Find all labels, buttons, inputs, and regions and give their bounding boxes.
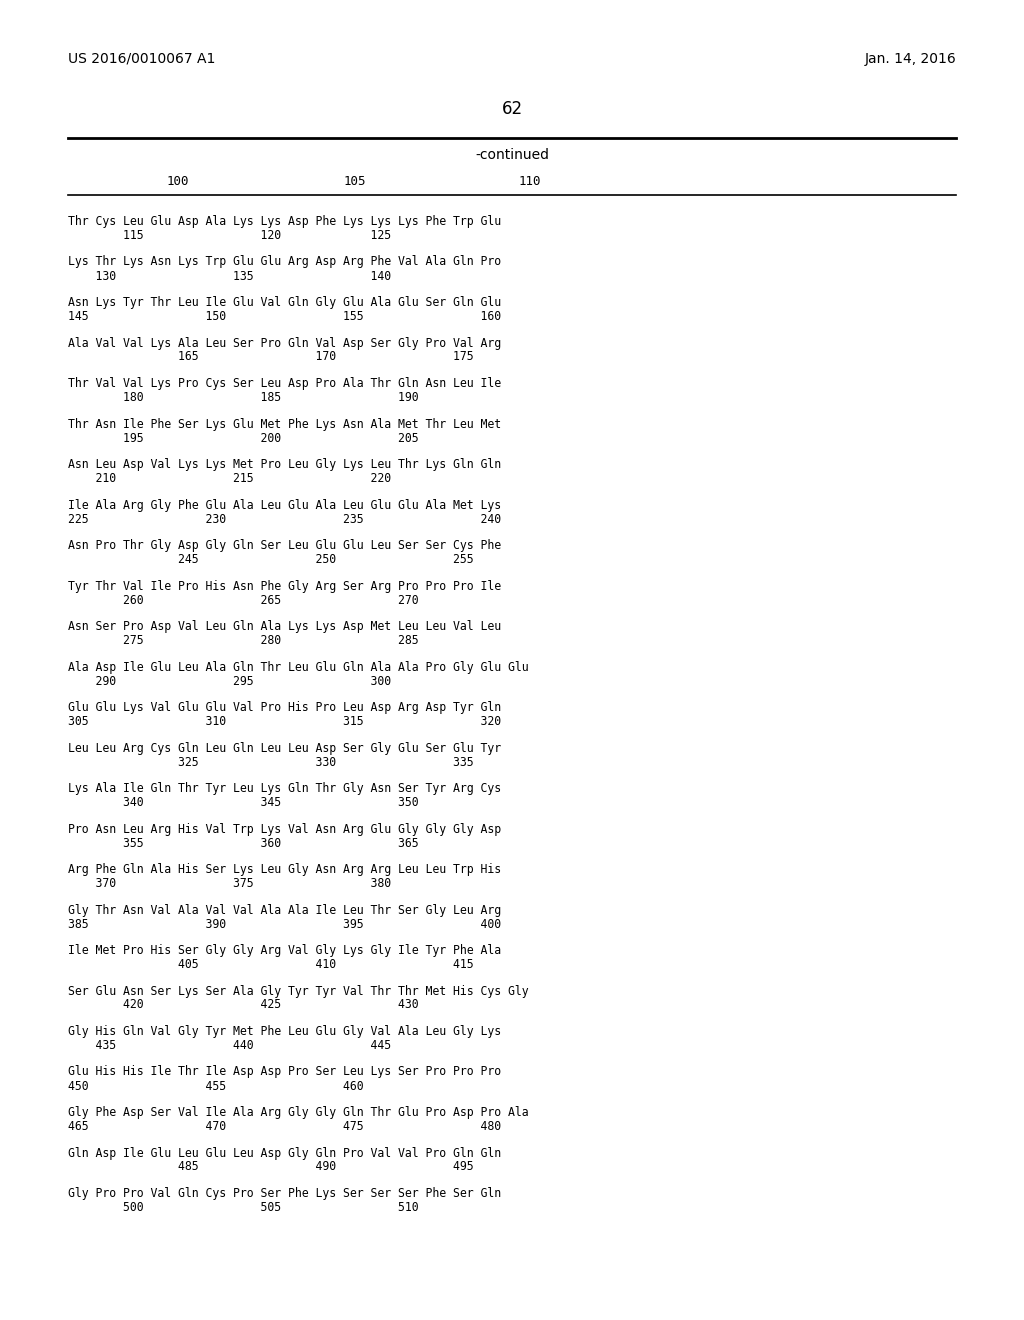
Text: 100: 100: [167, 176, 189, 187]
Text: 195                 200                 205: 195 200 205: [68, 432, 419, 445]
Text: Asn Lys Tyr Thr Leu Ile Glu Val Gln Gly Glu Ala Glu Ser Gln Glu: Asn Lys Tyr Thr Leu Ile Glu Val Gln Gly …: [68, 296, 501, 309]
Text: 62: 62: [502, 100, 522, 117]
Text: 110: 110: [519, 176, 542, 187]
Text: 165                 170                 175: 165 170 175: [68, 351, 474, 363]
Text: 465                 470                 475                 480: 465 470 475 480: [68, 1119, 501, 1133]
Text: US 2016/0010067 A1: US 2016/0010067 A1: [68, 51, 215, 66]
Text: Thr Cys Leu Glu Asp Ala Lys Lys Asp Phe Lys Lys Lys Phe Trp Glu: Thr Cys Leu Glu Asp Ala Lys Lys Asp Phe …: [68, 215, 501, 228]
Text: Asn Ser Pro Asp Val Leu Gln Ala Lys Lys Asp Met Leu Leu Val Leu: Asn Ser Pro Asp Val Leu Gln Ala Lys Lys …: [68, 620, 501, 634]
Text: 260                 265                 270: 260 265 270: [68, 594, 419, 606]
Text: 305                 310                 315                 320: 305 310 315 320: [68, 715, 501, 729]
Text: Arg Phe Gln Ala His Ser Lys Leu Gly Asn Arg Arg Leu Leu Trp His: Arg Phe Gln Ala His Ser Lys Leu Gly Asn …: [68, 863, 501, 876]
Text: 225                 230                 235                 240: 225 230 235 240: [68, 512, 501, 525]
Text: 245                 250                 255: 245 250 255: [68, 553, 474, 566]
Text: Asn Pro Thr Gly Asp Gly Gln Ser Leu Glu Glu Leu Ser Ser Cys Phe: Asn Pro Thr Gly Asp Gly Gln Ser Leu Glu …: [68, 539, 501, 552]
Text: 485                 490                 495: 485 490 495: [68, 1160, 474, 1173]
Text: 370                 375                 380: 370 375 380: [68, 876, 391, 890]
Text: -continued: -continued: [475, 148, 549, 162]
Text: Ser Glu Asn Ser Lys Ser Ala Gly Tyr Tyr Val Thr Thr Met His Cys Gly: Ser Glu Asn Ser Lys Ser Ala Gly Tyr Tyr …: [68, 985, 528, 998]
Text: Ala Asp Ile Glu Leu Ala Gln Thr Leu Glu Gln Ala Ala Pro Gly Glu Glu: Ala Asp Ile Glu Leu Ala Gln Thr Leu Glu …: [68, 660, 528, 673]
Text: 290                 295                 300: 290 295 300: [68, 675, 391, 688]
Text: 325                 330                 335: 325 330 335: [68, 755, 474, 768]
Text: 385                 390                 395                 400: 385 390 395 400: [68, 917, 501, 931]
Text: Lys Ala Ile Gln Thr Tyr Leu Lys Gln Thr Gly Asn Ser Tyr Arg Cys: Lys Ala Ile Gln Thr Tyr Leu Lys Gln Thr …: [68, 781, 501, 795]
Text: 130                 135                 140: 130 135 140: [68, 269, 391, 282]
Text: 340                 345                 350: 340 345 350: [68, 796, 419, 809]
Text: 180                 185                 190: 180 185 190: [68, 391, 419, 404]
Text: 435                 440                 445: 435 440 445: [68, 1039, 391, 1052]
Text: 405                 410                 415: 405 410 415: [68, 958, 474, 972]
Text: Glu His His Ile Thr Ile Asp Asp Pro Ser Leu Lys Ser Pro Pro Pro: Glu His His Ile Thr Ile Asp Asp Pro Ser …: [68, 1065, 501, 1078]
Text: Pro Asn Leu Arg His Val Trp Lys Val Asn Arg Glu Gly Gly Gly Asp: Pro Asn Leu Arg His Val Trp Lys Val Asn …: [68, 822, 501, 836]
Text: Gly Pro Pro Val Gln Cys Pro Ser Phe Lys Ser Ser Ser Phe Ser Gln: Gly Pro Pro Val Gln Cys Pro Ser Phe Lys …: [68, 1187, 501, 1200]
Text: Gln Asp Ile Glu Leu Glu Leu Asp Gly Gln Pro Val Val Pro Gln Gln: Gln Asp Ile Glu Leu Glu Leu Asp Gly Gln …: [68, 1147, 501, 1159]
Text: 355                 360                 365: 355 360 365: [68, 837, 419, 850]
Text: Thr Asn Ile Phe Ser Lys Glu Met Phe Lys Asn Ala Met Thr Leu Met: Thr Asn Ile Phe Ser Lys Glu Met Phe Lys …: [68, 417, 501, 430]
Text: 275                 280                 285: 275 280 285: [68, 634, 419, 647]
Text: Lys Thr Lys Asn Lys Trp Glu Glu Arg Asp Arg Phe Val Ala Gln Pro: Lys Thr Lys Asn Lys Trp Glu Glu Arg Asp …: [68, 256, 501, 268]
Text: Gly His Gln Val Gly Tyr Met Phe Leu Glu Gly Val Ala Leu Gly Lys: Gly His Gln Val Gly Tyr Met Phe Leu Glu …: [68, 1026, 501, 1038]
Text: Tyr Thr Val Ile Pro His Asn Phe Gly Arg Ser Arg Pro Pro Pro Ile: Tyr Thr Val Ile Pro His Asn Phe Gly Arg …: [68, 579, 501, 593]
Text: 420                 425                 430: 420 425 430: [68, 998, 419, 1011]
Text: Ala Val Val Lys Ala Leu Ser Pro Gln Val Asp Ser Gly Pro Val Arg: Ala Val Val Lys Ala Leu Ser Pro Gln Val …: [68, 337, 501, 350]
Text: 105: 105: [344, 176, 367, 187]
Text: Ile Ala Arg Gly Phe Glu Ala Leu Glu Ala Leu Glu Glu Ala Met Lys: Ile Ala Arg Gly Phe Glu Ala Leu Glu Ala …: [68, 499, 501, 511]
Text: Asn Leu Asp Val Lys Lys Met Pro Leu Gly Lys Leu Thr Lys Gln Gln: Asn Leu Asp Val Lys Lys Met Pro Leu Gly …: [68, 458, 501, 471]
Text: Gly Phe Asp Ser Val Ile Ala Arg Gly Gly Gln Thr Glu Pro Asp Pro Ala: Gly Phe Asp Ser Val Ile Ala Arg Gly Gly …: [68, 1106, 528, 1119]
Text: 450                 455                 460: 450 455 460: [68, 1080, 364, 1093]
Text: 210                 215                 220: 210 215 220: [68, 473, 391, 484]
Text: 145                 150                 155                 160: 145 150 155 160: [68, 310, 501, 323]
Text: Jan. 14, 2016: Jan. 14, 2016: [864, 51, 956, 66]
Text: Glu Glu Lys Val Glu Glu Val Pro His Pro Leu Asp Arg Asp Tyr Gln: Glu Glu Lys Val Glu Glu Val Pro His Pro …: [68, 701, 501, 714]
Text: Leu Leu Arg Cys Gln Leu Gln Leu Leu Asp Ser Gly Glu Ser Glu Tyr: Leu Leu Arg Cys Gln Leu Gln Leu Leu Asp …: [68, 742, 501, 755]
Text: 115                 120             125: 115 120 125: [68, 228, 391, 242]
Text: Gly Thr Asn Val Ala Val Val Ala Ala Ile Leu Thr Ser Gly Leu Arg: Gly Thr Asn Val Ala Val Val Ala Ala Ile …: [68, 903, 501, 916]
Text: Ile Met Pro His Ser Gly Gly Arg Val Gly Lys Gly Ile Tyr Phe Ala: Ile Met Pro His Ser Gly Gly Arg Val Gly …: [68, 944, 501, 957]
Text: 500                 505                 510: 500 505 510: [68, 1201, 419, 1214]
Text: Thr Val Val Lys Pro Cys Ser Leu Asp Pro Ala Thr Gln Asn Leu Ile: Thr Val Val Lys Pro Cys Ser Leu Asp Pro …: [68, 378, 501, 389]
